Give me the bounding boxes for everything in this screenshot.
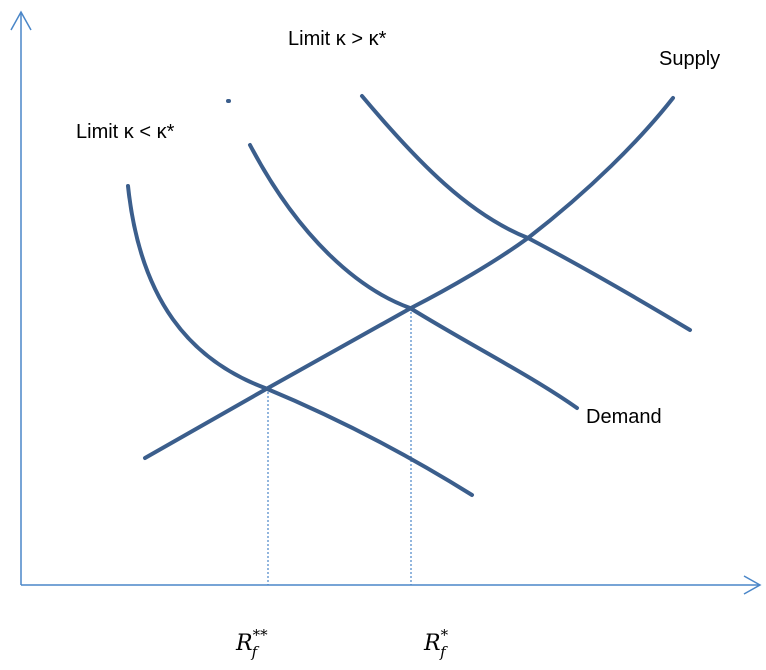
supply-curve: [143, 96, 675, 460]
rf-double-star-label: R** f: [235, 626, 268, 661]
demand-label: Demand: [586, 406, 662, 428]
limit-low-label: Limit κ < κ*: [76, 121, 175, 143]
rf-star-label: R* f: [423, 626, 449, 661]
demand-curve-high-limit: [360, 94, 692, 332]
supply-label: Supply: [659, 48, 720, 70]
demand-curve-low-limit: [126, 184, 474, 497]
y-axis-arrowhead: [10, 10, 32, 31]
axes: [10, 10, 762, 595]
x-axis-arrowhead: [743, 575, 762, 595]
limit-high-label: Limit κ > κ*: [288, 28, 387, 50]
